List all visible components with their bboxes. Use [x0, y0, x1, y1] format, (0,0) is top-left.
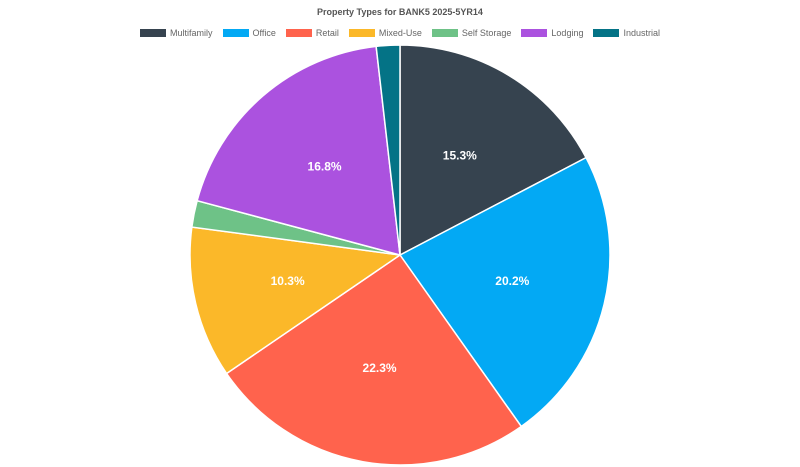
legend-swatch [222, 29, 249, 37]
legend-label: Self Storage [461, 28, 512, 38]
legend-swatch [140, 29, 166, 37]
legend-item[interactable]: Office [222, 28, 276, 38]
legend-label: Office [252, 28, 276, 38]
slice-label: 20.2% [495, 274, 529, 288]
legend-item[interactable]: Self Storage [431, 28, 512, 38]
pie-slice-lodging[interactable] [196, 45, 401, 257]
legend-swatch [431, 29, 458, 37]
legend-item[interactable]: Retail [285, 28, 339, 38]
legend-label: Retail [315, 28, 339, 38]
pie-slice-industrial[interactable] [375, 44, 401, 256]
slice-label: 16.8% [308, 160, 342, 174]
legend: Multifamily Office Retail Mixed-Use Self Sto… [0, 28, 800, 38]
pie-slice-retail[interactable] [225, 253, 523, 466]
chart-title: Property Types for BANK5 2025-5YR14 [317, 7, 483, 17]
legend-label: Mixed-Use [378, 28, 422, 38]
slice-label: 10.3% [271, 274, 305, 288]
pie-slice-office[interactable] [398, 156, 611, 428]
legend-item[interactable]: Lodging [521, 28, 583, 38]
pie-slice-mixed-use[interactable] [189, 226, 403, 375]
legend-label: Industrial [623, 28, 660, 38]
pie-slice-multifamily[interactable] [399, 44, 588, 257]
legend-item[interactable]: Industrial [593, 28, 660, 38]
legend-swatch [593, 29, 620, 37]
legend-item[interactable]: Multifamily [140, 28, 213, 38]
legend-item[interactable]: Mixed-Use [348, 28, 422, 38]
slice-label: 15.3% [443, 148, 477, 162]
legend-swatch [521, 29, 548, 37]
slice-label: 22.3% [363, 361, 397, 375]
legend-label: Lodging [551, 28, 584, 38]
legend-swatch [285, 29, 312, 37]
legend-label: Multifamily [170, 28, 213, 38]
legend-swatch [348, 29, 375, 37]
